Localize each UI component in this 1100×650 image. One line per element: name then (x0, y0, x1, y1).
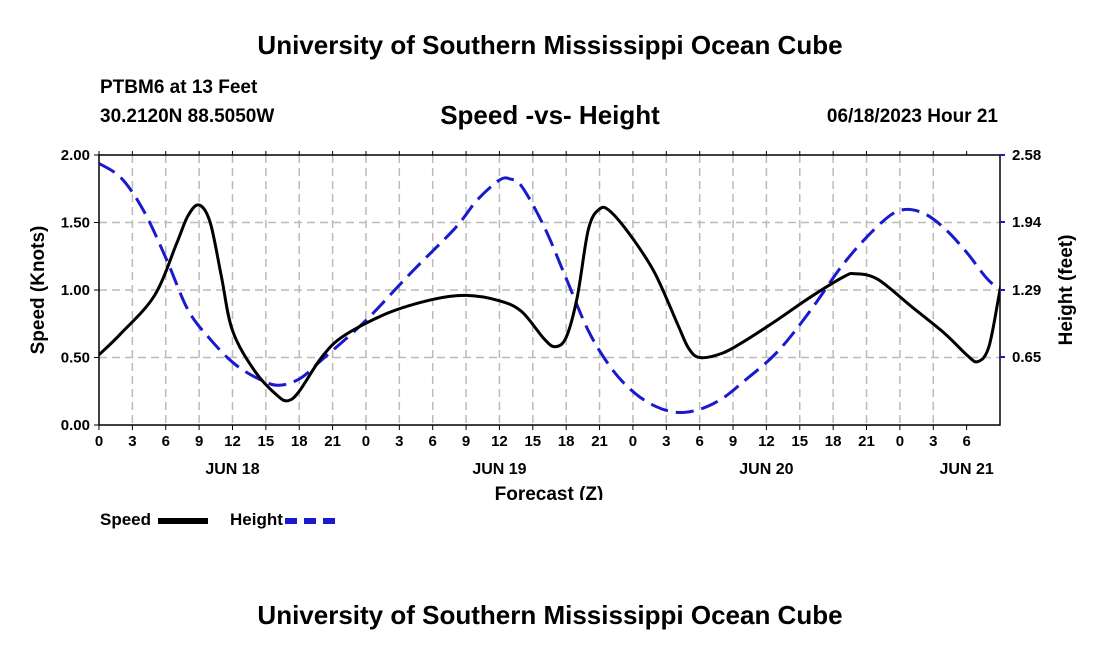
x-tick-label: 21 (591, 433, 608, 450)
x-tick-label: 6 (162, 433, 170, 450)
x-tick-label: 6 (695, 433, 703, 450)
x-tick-label: 0 (95, 433, 103, 450)
y2-tick-label: 1.94 (1012, 214, 1042, 231)
x-tick-label: 12 (491, 433, 508, 450)
x-day-label: JUN 19 (472, 461, 526, 478)
station-name: PTBM6 at 13 Feet (100, 77, 258, 98)
y-tick-label: 2.00 (61, 147, 90, 164)
x-tick-label: 9 (195, 433, 203, 450)
x-tick-label: 12 (224, 433, 241, 450)
x-tick-label: 18 (291, 433, 308, 450)
y2-tick-label: 0.65 (1012, 349, 1041, 366)
x-tick-label: 18 (825, 433, 842, 450)
y-axis-title: Speed (Knots) (28, 226, 49, 355)
footer-title: University of Southern Mississippi Ocean… (257, 600, 843, 630)
x-tick-label: 0 (362, 433, 370, 450)
x-day-label: JUN 18 (205, 461, 259, 478)
x-tick-label: 21 (324, 433, 341, 450)
legend-height-label: Height (230, 510, 283, 529)
speed-series-line (99, 203, 1000, 403)
y2-tick-label: 2.58 (1012, 147, 1041, 164)
x-tick-label: 21 (858, 433, 875, 450)
page-title: University of Southern Mississippi Ocean… (257, 30, 843, 60)
legend-height-swatch (284, 517, 335, 524)
x-tick-label: 15 (258, 433, 275, 450)
speed-height-chart: 0 3 6 9 12 15 18 21 0 3 6 9 12 15 18 21 0 3 6 9 12 15 18 21 0 3 6 J… (28, 147, 1077, 500)
x-tick-label: 9 (462, 433, 470, 450)
y2-axis-title: Height (feet) (1056, 235, 1077, 346)
y-tick-label: 0.50 (61, 350, 90, 367)
grid-lines (99, 155, 1000, 425)
legend-speed-label: Speed (100, 510, 152, 529)
y2-tick-label: 1.29 (1012, 282, 1041, 299)
axis-ticks (94, 151, 1005, 430)
x-day-label: JUN 21 (940, 461, 994, 478)
station-coords: 30.2120N 88.5050W (100, 106, 275, 127)
x-tick-label: 6 (962, 433, 970, 450)
y-tick-label: 0.00 (61, 417, 90, 434)
x-tick-label: 9 (729, 433, 737, 450)
forecast-datetime: 06/18/2023 Hour 21 (826, 106, 998, 127)
x-tick-label: 3 (395, 433, 403, 450)
x-day-label: JUN 20 (739, 461, 793, 478)
x-tick-label: 3 (662, 433, 670, 450)
x-tick-label: 15 (791, 433, 808, 450)
chart-title: Speed -vs- Height (440, 100, 660, 130)
y-tick-label: 1.00 (61, 282, 90, 299)
y-tick-label: 1.50 (61, 215, 90, 232)
x-tick-label: 3 (929, 433, 937, 450)
x-tick-label: 18 (558, 433, 575, 450)
x-tick-label: 3 (128, 433, 136, 450)
legend-speed-swatch (157, 517, 208, 524)
axis-tick-labels: 0 3 6 9 12 15 18 21 0 3 6 9 12 15 18 21 0 3 6 9 12 15 18 21 0 3 6 J… (61, 147, 1042, 478)
x-tick-label: 0 (896, 433, 904, 450)
x-axis-title: Forecast (Z) (495, 484, 604, 500)
x-tick-label: 6 (429, 433, 437, 450)
legend-height: Height (230, 510, 335, 530)
x-tick-label: 15 (524, 433, 541, 450)
legend-speed: Speed (100, 510, 208, 530)
x-tick-label: 0 (629, 433, 637, 450)
height-series-line (99, 162, 1000, 415)
x-tick-label: 12 (758, 433, 775, 450)
